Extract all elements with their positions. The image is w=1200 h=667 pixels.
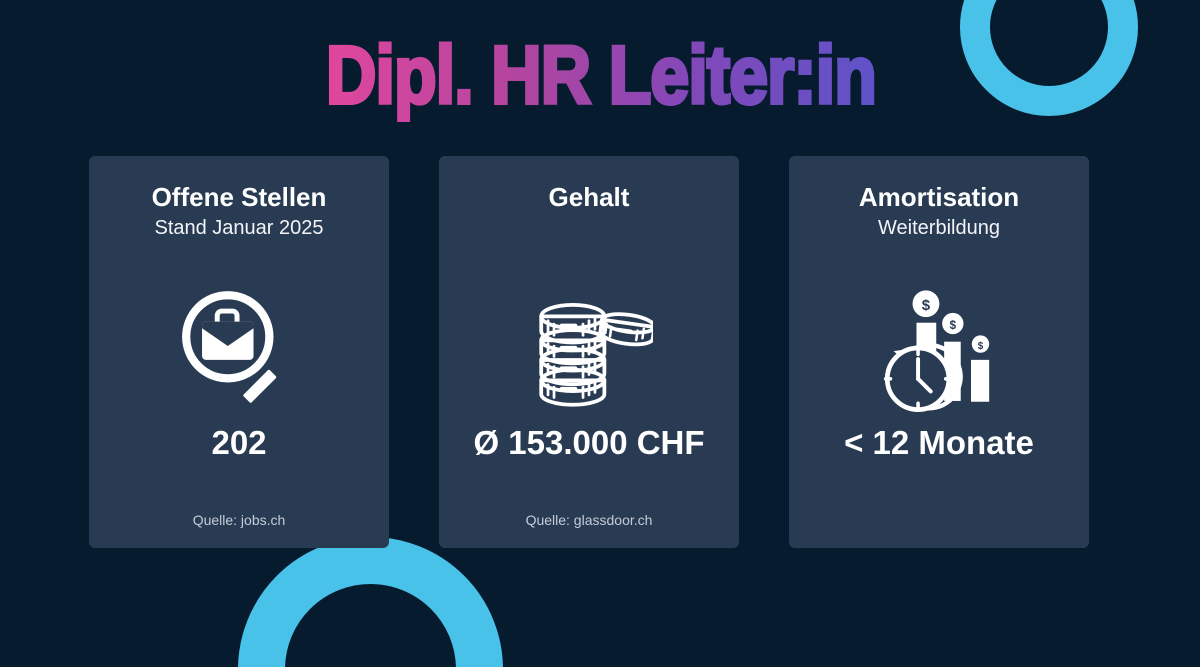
svg-text:$: $ bbox=[978, 341, 984, 352]
svg-text:Dipl. HR Leiter:in: Dipl. HR Leiter:in bbox=[326, 30, 876, 122]
svg-text:$: $ bbox=[950, 318, 957, 332]
svg-text:$: $ bbox=[922, 297, 931, 314]
